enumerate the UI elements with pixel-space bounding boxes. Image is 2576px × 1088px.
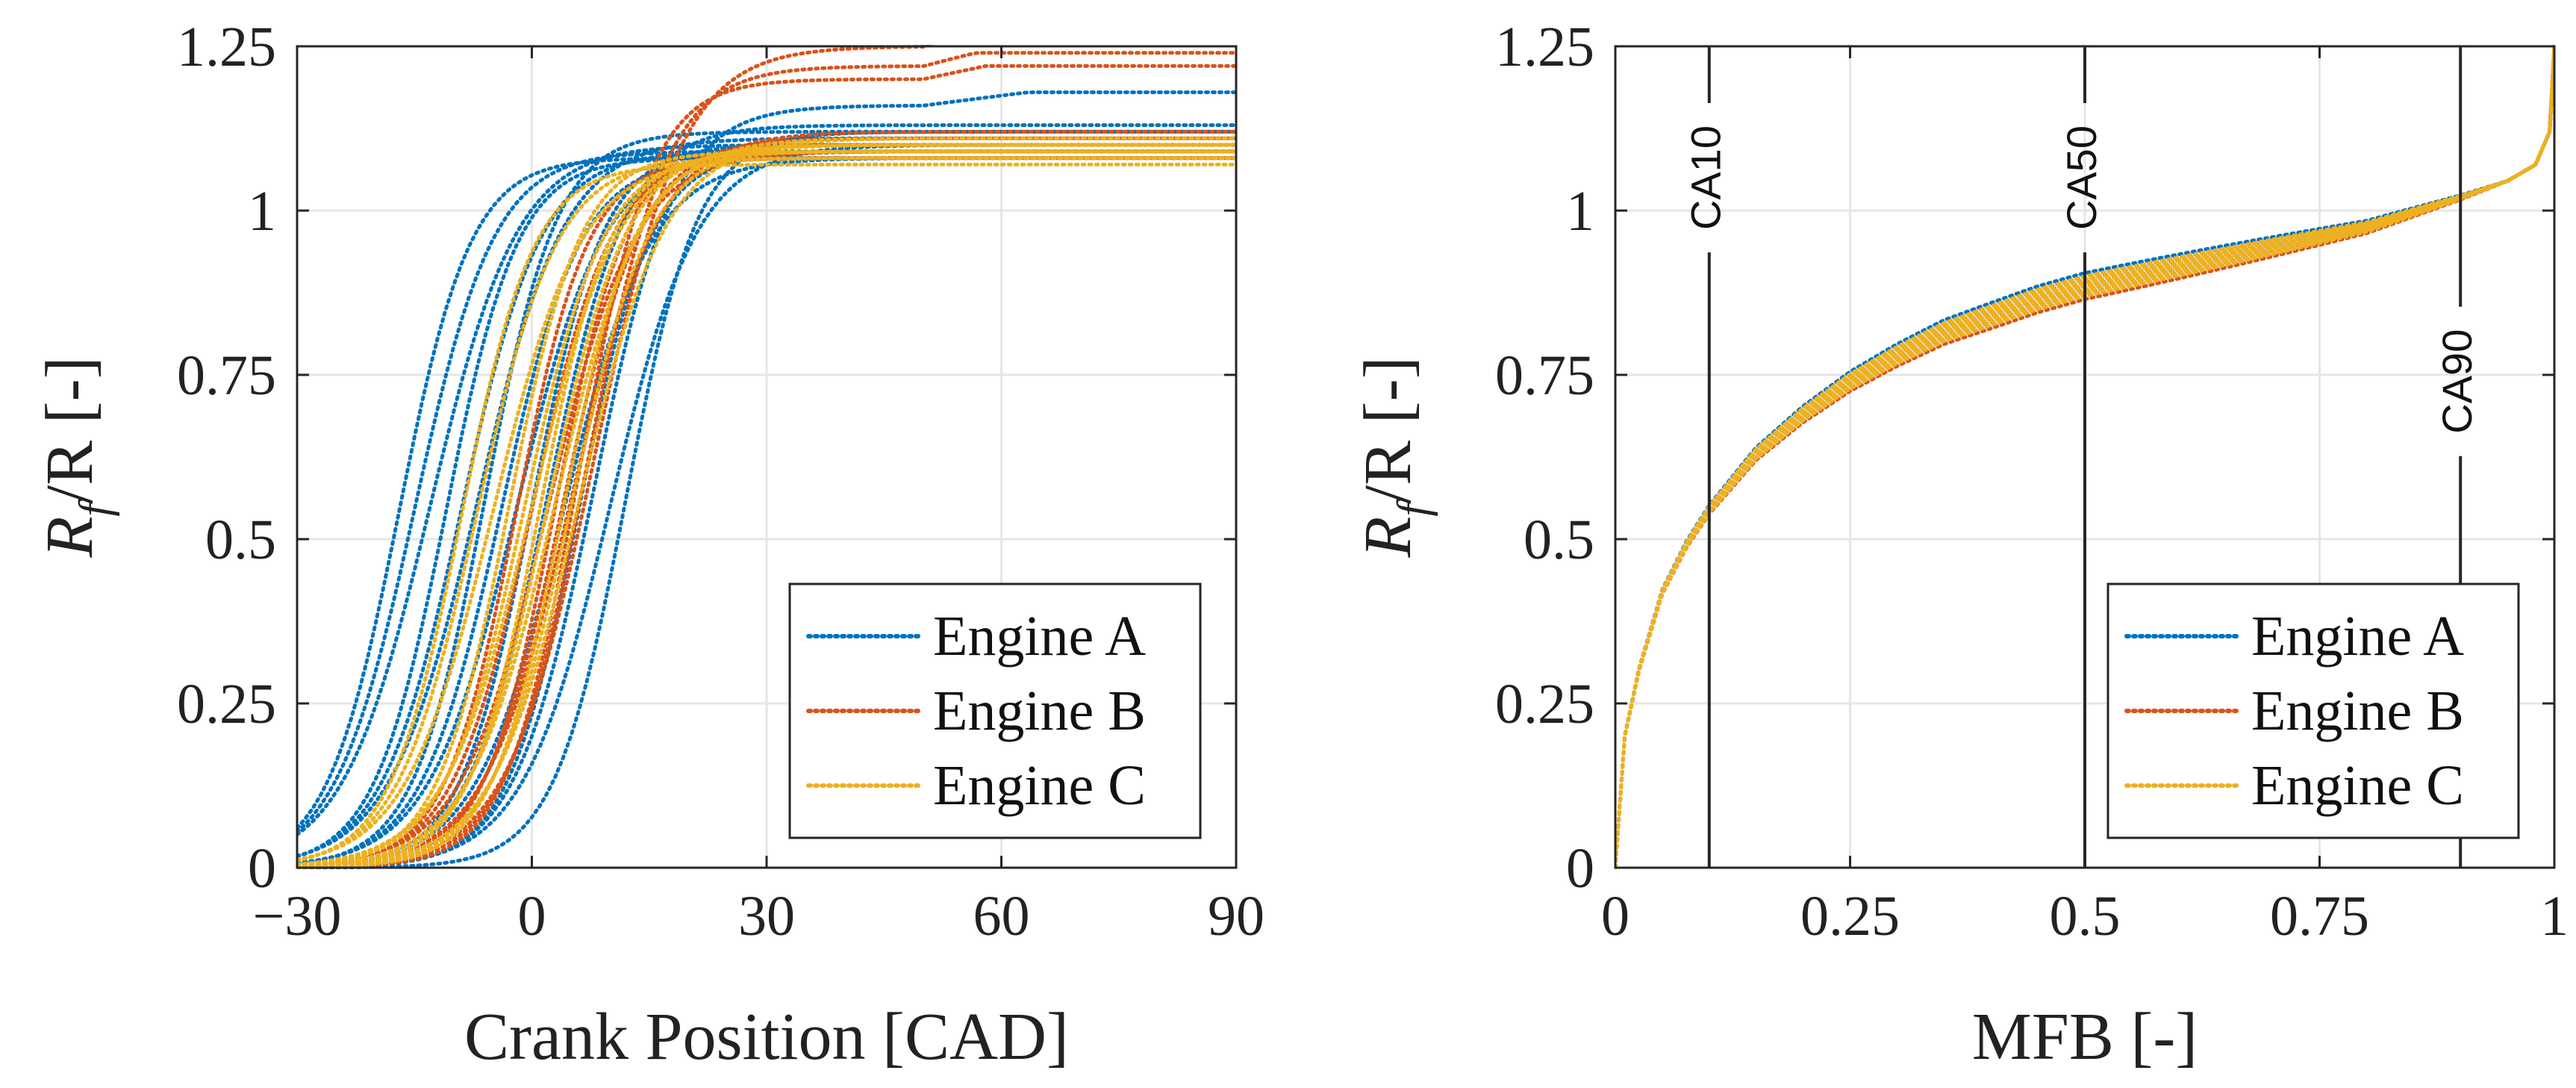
y-tick-label: 1 [248,180,276,243]
y-tick-label: 0 [1566,837,1594,900]
curves [297,45,1236,869]
x-tick-label: 1 [2540,885,2569,948]
series-curve [297,143,1236,869]
x-tick-label: 30 [738,885,795,948]
legend-label: Engine A [2251,605,2464,668]
series-curve [297,51,1236,869]
legend-label: Engine B [933,680,1146,742]
y-tick-label: 0.5 [1524,509,1594,571]
y-label-main: R [33,517,107,559]
x-tick-label: 90 [1208,885,1264,948]
y-tick-label: 0.25 [177,673,276,736]
legend-label: Engine B [2251,680,2464,742]
y-tick-label: 0.5 [205,509,276,571]
series-curve [297,136,1236,868]
series-curve [297,156,1236,862]
series-engine-c [297,136,1236,869]
x-tick-label: 0.5 [2050,885,2121,948]
x-axis-label: Crank Position [CAD] [464,1000,1069,1074]
marker-label-ca90: CA90 [2433,329,2480,434]
y-label-rest: /R [-] [1351,356,1425,503]
right-chart: CA10 CA50 CA90 0 0.25 0.5 0.75 1 0 0.25 0.5 0.75 1 1.… [1351,16,2569,1074]
y-tick-label: 0 [248,837,276,900]
y-label-rest: /R [-] [33,356,107,503]
y-label-main: R [1351,517,1425,559]
series-curve [297,162,1236,862]
x-tick-label: 0 [518,885,546,948]
y-tick-label: 0.75 [1495,344,1594,407]
y-tick-label: 1 [1566,180,1594,243]
series-curve [1615,45,2554,869]
legend-label: Engine C [2251,754,2464,817]
x-tick-label: 0.75 [2270,885,2369,948]
series-curve [297,63,1236,869]
marker-label-ca10: CA10 [1682,125,1730,230]
legend-label: Engine C [933,754,1146,817]
y-tick-label: 0.75 [177,344,276,407]
x-tick-label: −30 [253,885,342,948]
series-curve [297,149,1236,869]
x-tick-label: 0 [1601,885,1630,948]
x-axis-label: MFB [-] [1972,1000,2198,1074]
y-axis-label: Rf/R [-] [1351,356,1438,558]
series-curve [1615,45,2554,869]
legend-label: Engine A [933,605,1146,668]
y-tick-label: 1.25 [177,16,276,78]
x-tick-label: 60 [973,885,1030,948]
y-tick-label: 1.25 [1495,16,1594,78]
marker-label-ca50: CA50 [2058,125,2105,230]
series-curve [297,129,1236,868]
series-curve [297,90,1236,869]
y-axis-label: Rf/R [-] [33,356,119,558]
x-tick-label: 0.25 [1800,885,1900,948]
y-tick-label: 0.25 [1495,673,1594,736]
